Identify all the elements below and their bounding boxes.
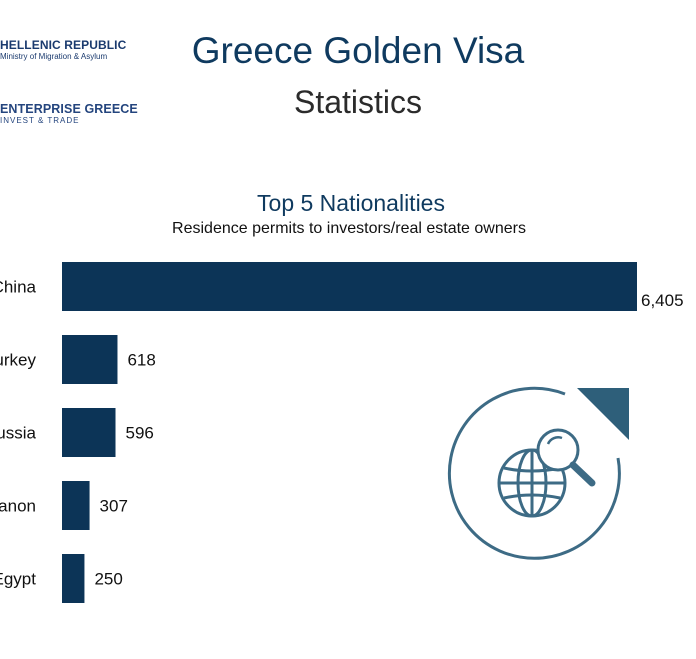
logo-enterprise-greece: ENTERPRISE GREECE INVEST & TRADE	[0, 102, 138, 125]
value-label-turkey: 618	[127, 351, 155, 370]
logo-hellenic-title: HELLENIC REPUBLIC	[0, 38, 127, 52]
corner-accent-triangle	[577, 388, 629, 440]
logo-hellenic-subtitle: Ministry of Migration & Asylum	[0, 52, 108, 61]
bar-russia	[62, 408, 116, 457]
value-label-lebanon: 307	[100, 497, 128, 516]
logo-enterprise-subtitle: INVEST & TRADE	[0, 116, 80, 125]
magnifier-handle	[569, 461, 596, 487]
logo-hellenic-republic: HELLENIC REPUBLIC Ministry of Migration …	[0, 38, 126, 61]
chart-subtitle: Residence permits to investors/real esta…	[172, 220, 526, 237]
value-label-egypt: 250	[94, 570, 122, 589]
bar-lebanon	[62, 481, 90, 530]
value-label-china: 6,405	[641, 291, 684, 310]
globe-latitude-south	[503, 493, 561, 500]
chart-title: Top 5 Nationalities	[257, 190, 445, 216]
category-label-lebanon: Lebanon	[0, 497, 36, 516]
magnifier-glint	[546, 436, 563, 445]
globe-magnifier-icon	[447, 386, 629, 560]
category-label-egypt: Egypt	[0, 570, 36, 589]
category-label-china: China	[0, 278, 37, 297]
page-subtitle: Statistics	[293, 84, 423, 120]
page-title: Greece Golden Visa	[191, 30, 525, 71]
globe-ring-arc	[447, 386, 621, 560]
bar-china	[62, 262, 637, 311]
bar-egypt	[62, 554, 85, 603]
magnifier-lens	[536, 428, 580, 472]
value-label-russia: 596	[126, 424, 154, 443]
logo-enterprise-title: ENTERPRISE GREECE	[0, 102, 138, 116]
bar-turkey	[62, 335, 118, 384]
category-label-turkey: Turkey	[0, 351, 36, 370]
category-label-russia: Russia	[0, 424, 37, 443]
